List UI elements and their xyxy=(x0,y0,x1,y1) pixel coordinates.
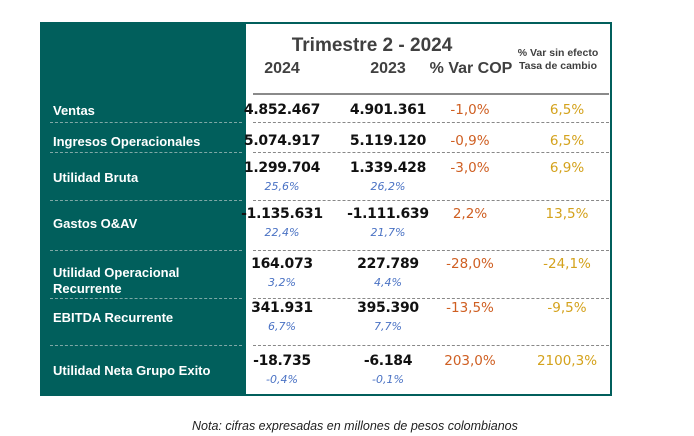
var-fx: 6,5% xyxy=(549,133,585,149)
results-table: Trimestre 2 - 2024 2024 2023 % Var COP %… xyxy=(40,22,612,396)
row-label: EBITDA Recurrente xyxy=(53,310,174,325)
value-2023: 395.390 xyxy=(357,300,419,316)
value-2024: -1.135.631 xyxy=(241,206,323,222)
row-divider xyxy=(50,152,242,153)
row-divider xyxy=(50,200,242,201)
value-2023: -6.184 xyxy=(363,353,413,369)
var-cop: 203,0% xyxy=(444,353,496,369)
var-cop: -3,0% xyxy=(450,160,490,176)
values-panel xyxy=(246,24,610,394)
var-cop: -1,0% xyxy=(450,102,490,118)
row-label: Gastos O&AV xyxy=(53,216,138,231)
margin-2024: 6,7% xyxy=(268,320,296,333)
row-divider xyxy=(50,298,242,299)
row-label: Utilidad Neta Grupo Exito xyxy=(53,363,211,378)
var-cop: -0,9% xyxy=(450,133,490,149)
value-2024: 1.299.704 xyxy=(243,160,321,176)
var-fx: -9,5% xyxy=(547,300,587,316)
row-divider xyxy=(253,298,609,299)
header-divider xyxy=(253,93,609,95)
col-header-var-fx: % Var sin efecto Tasa de cambio xyxy=(506,47,610,73)
row-label: Ingresos Operacionales xyxy=(53,134,201,149)
row-divider xyxy=(253,345,609,346)
value-2023: 5.119.120 xyxy=(349,133,427,149)
footnote: Nota: cifras expresadas en millones de p… xyxy=(192,419,518,433)
col-header-var-fx-line1: % Var sin efecto xyxy=(517,47,599,59)
table-title: Trimestre 2 - 2024 xyxy=(291,35,453,56)
margin-2024: 3,2% xyxy=(268,276,296,289)
col-header-var-fx-line2: Tasa de cambio xyxy=(518,60,597,72)
value-2023: -1.111.639 xyxy=(347,206,429,222)
var-fx: 6,5% xyxy=(549,102,585,118)
value-2024: -18.735 xyxy=(253,353,311,369)
var-fx: -24,1% xyxy=(543,256,591,272)
row-label: Utilidad Operacional Recurrente xyxy=(53,265,179,297)
margin-2023: -0,1% xyxy=(372,373,404,386)
margin-2024: 25,6% xyxy=(264,180,300,193)
row-divider xyxy=(253,250,609,251)
col-header-2023: 2023 xyxy=(370,60,406,77)
value-2023: 227.789 xyxy=(357,256,419,272)
value-2024: 164.073 xyxy=(251,256,313,272)
var-cop: -13,5% xyxy=(446,300,494,316)
value-2023: 4.901.361 xyxy=(349,102,427,118)
var-cop: 2,2% xyxy=(452,206,488,222)
row-label-line: Recurrente xyxy=(53,281,122,296)
col-header-var-cop: % Var COP xyxy=(429,60,513,77)
value-2024: 5.074.917 xyxy=(243,133,321,149)
value-2024: 341.931 xyxy=(251,300,313,316)
row-divider xyxy=(253,122,609,123)
row-label: Ventas xyxy=(53,103,95,118)
row-label: Utilidad Bruta xyxy=(53,170,139,185)
margin-2023: 21,7% xyxy=(370,226,406,239)
row-divider xyxy=(50,250,242,251)
margin-2023: 7,7% xyxy=(374,320,402,333)
var-fx: 6,9% xyxy=(549,160,585,176)
margin-2024: -0,4% xyxy=(266,373,298,386)
margin-2024: 22,4% xyxy=(264,226,300,239)
var-fx: 2100,3% xyxy=(536,353,598,369)
col-header-2024: 2024 xyxy=(264,60,300,77)
row-divider xyxy=(50,122,242,123)
row-divider xyxy=(50,345,242,346)
row-divider xyxy=(253,200,609,201)
row-label-line: Utilidad Operacional xyxy=(53,265,180,280)
row-divider xyxy=(253,152,609,153)
var-fx: 13,5% xyxy=(545,206,589,222)
value-2023: 1.339.428 xyxy=(349,160,427,176)
margin-2023: 26,2% xyxy=(370,180,406,193)
var-cop: -28,0% xyxy=(446,256,494,272)
value-2024: 4.852.467 xyxy=(243,102,321,118)
margin-2023: 4,4% xyxy=(374,276,402,289)
